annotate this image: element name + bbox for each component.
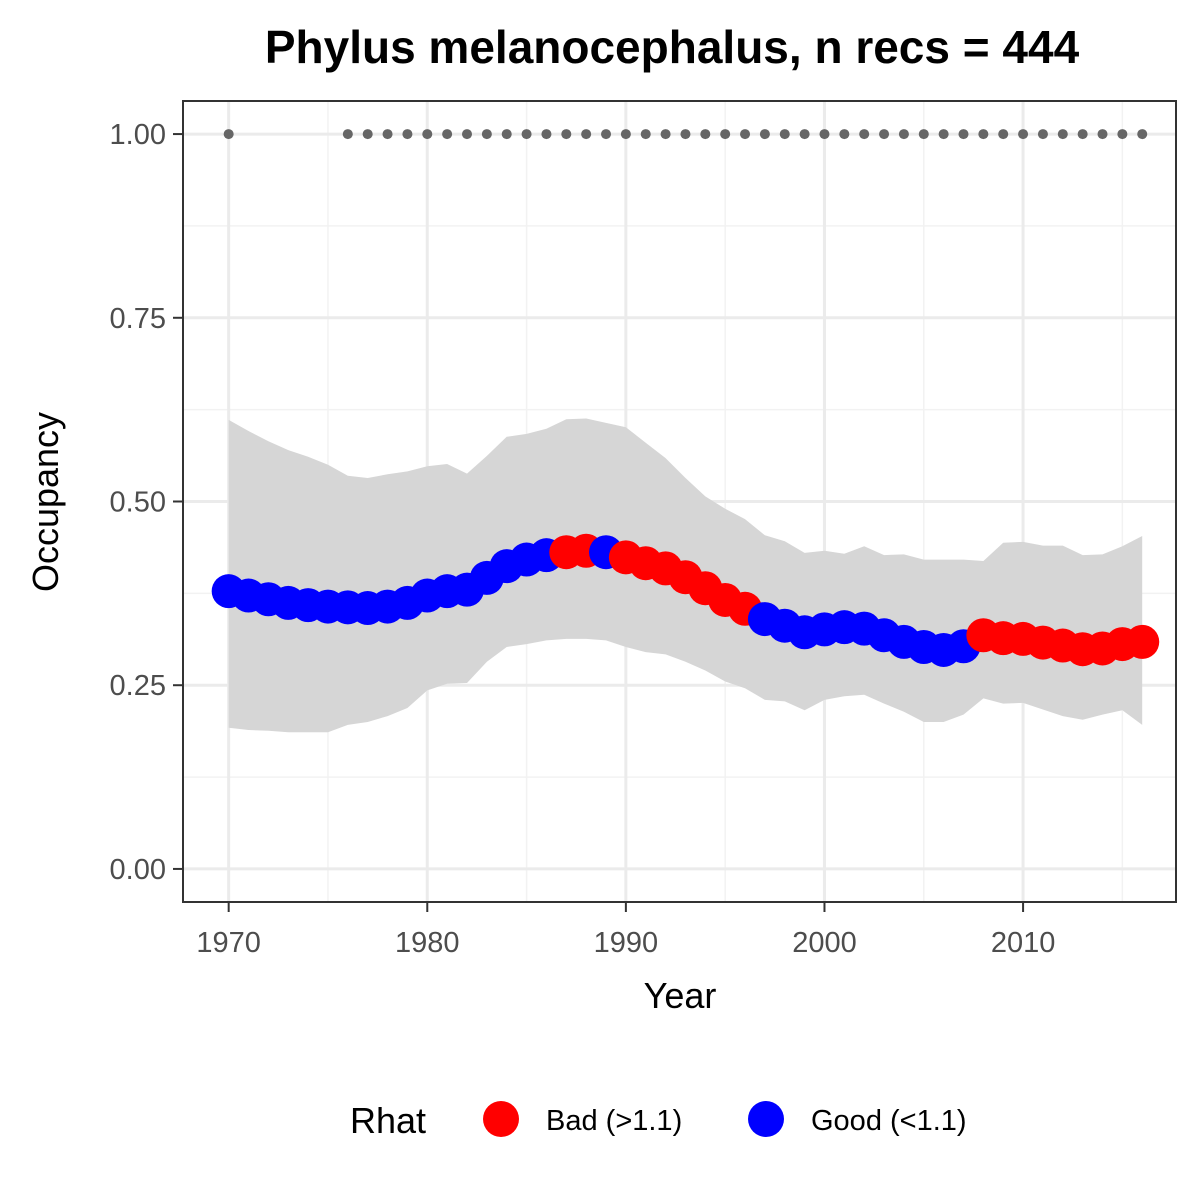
x-axis: 1970 1980 1990 2000 2010 xyxy=(196,902,1055,959)
record-point xyxy=(700,129,711,140)
record-points-layer xyxy=(223,129,1148,140)
record-point xyxy=(998,129,1009,140)
record-point xyxy=(1097,129,1108,140)
x-tick-label: 1970 xyxy=(196,927,261,959)
record-point xyxy=(342,129,353,140)
record-point xyxy=(481,129,492,140)
record-point xyxy=(362,129,373,140)
record-point xyxy=(720,129,731,140)
occupancy-point xyxy=(1125,624,1160,659)
x-tick-label: 2010 xyxy=(991,927,1056,959)
occupancy-points-layer xyxy=(211,533,1160,667)
record-point xyxy=(442,129,453,140)
y-tick-label: 0.25 xyxy=(110,670,166,702)
legend-label-bad: Bad (>1.1) xyxy=(546,1105,682,1137)
record-point xyxy=(1117,129,1128,140)
record-point xyxy=(640,129,651,140)
record-point xyxy=(660,129,671,140)
record-point xyxy=(978,129,989,140)
legend-title: Rhat xyxy=(350,1100,426,1141)
record-point xyxy=(1057,129,1068,140)
y-tick-label: 0.00 xyxy=(110,854,166,886)
record-point xyxy=(422,129,433,140)
record-point xyxy=(819,129,830,140)
record-point xyxy=(839,129,850,140)
legend: Rhat Bad (>1.1) Good (<1.1) xyxy=(350,1100,967,1141)
record-point xyxy=(958,129,969,140)
record-point xyxy=(1018,129,1029,140)
chart-title: Phylus melanocephalus, n recs = 444 xyxy=(265,21,1080,73)
record-point xyxy=(779,129,790,140)
record-point xyxy=(1037,129,1048,140)
record-point xyxy=(918,129,929,140)
record-point xyxy=(402,129,413,140)
y-axis: 0.00 0.25 0.50 0.75 1.00 xyxy=(110,119,183,886)
record-point xyxy=(740,129,751,140)
x-tick-label: 2000 xyxy=(792,927,857,959)
record-point xyxy=(879,129,890,140)
legend-label-good: Good (<1.1) xyxy=(811,1105,967,1137)
y-axis-title: Occupancy xyxy=(25,412,66,592)
record-point xyxy=(1077,129,1088,140)
record-point xyxy=(382,129,393,140)
record-point xyxy=(859,129,870,140)
record-point xyxy=(680,129,691,140)
record-point xyxy=(898,129,909,140)
record-point xyxy=(561,129,572,140)
legend-swatch-good xyxy=(748,1101,784,1137)
x-axis-title: Year xyxy=(644,975,717,1016)
record-point xyxy=(1137,129,1148,140)
record-point xyxy=(938,129,949,140)
y-tick-label: 0.50 xyxy=(110,487,166,519)
record-point xyxy=(461,129,472,140)
record-point xyxy=(759,129,770,140)
record-point xyxy=(521,129,532,140)
x-tick-label: 1990 xyxy=(594,927,659,959)
record-point xyxy=(501,129,512,140)
y-tick-label: 1.00 xyxy=(110,119,166,151)
x-tick-label: 1980 xyxy=(395,927,460,959)
record-point xyxy=(601,129,612,140)
record-point xyxy=(799,129,810,140)
record-point xyxy=(223,129,234,140)
legend-swatch-bad xyxy=(483,1101,519,1137)
record-point xyxy=(620,129,631,140)
record-point xyxy=(581,129,592,140)
record-point xyxy=(541,129,552,140)
y-tick-label: 0.75 xyxy=(110,303,166,335)
